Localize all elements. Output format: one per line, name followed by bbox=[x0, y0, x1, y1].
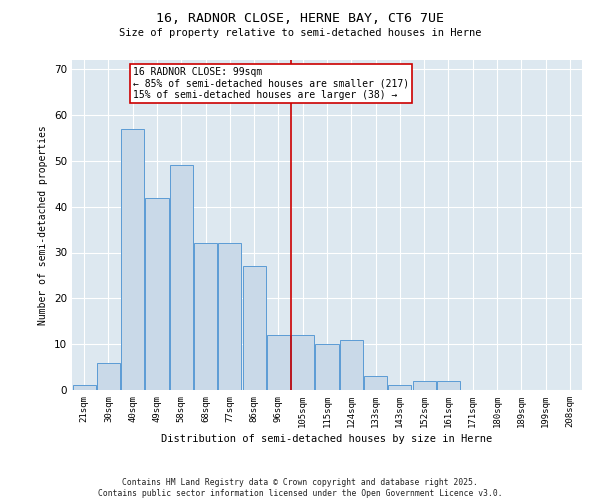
Text: Size of property relative to semi-detached houses in Herne: Size of property relative to semi-detach… bbox=[119, 28, 481, 38]
Bar bbox=[316, 344, 338, 390]
Bar bbox=[267, 335, 290, 390]
Bar bbox=[170, 166, 193, 390]
Bar bbox=[242, 266, 266, 390]
Text: 16 RADNOR CLOSE: 99sqm
← 85% of semi-detached houses are smaller (217)
15% of se: 16 RADNOR CLOSE: 99sqm ← 85% of semi-det… bbox=[133, 67, 409, 100]
Bar bbox=[388, 386, 412, 390]
Text: Contains HM Land Registry data © Crown copyright and database right 2025.
Contai: Contains HM Land Registry data © Crown c… bbox=[98, 478, 502, 498]
X-axis label: Distribution of semi-detached houses by size in Herne: Distribution of semi-detached houses by … bbox=[161, 434, 493, 444]
Bar bbox=[413, 381, 436, 390]
Bar bbox=[194, 244, 217, 390]
Bar bbox=[97, 362, 120, 390]
Bar bbox=[340, 340, 363, 390]
Bar bbox=[218, 244, 241, 390]
Y-axis label: Number of semi-detached properties: Number of semi-detached properties bbox=[38, 125, 49, 325]
Text: 16, RADNOR CLOSE, HERNE BAY, CT6 7UE: 16, RADNOR CLOSE, HERNE BAY, CT6 7UE bbox=[156, 12, 444, 26]
Bar bbox=[437, 381, 460, 390]
Bar bbox=[145, 198, 169, 390]
Bar bbox=[121, 128, 144, 390]
Bar bbox=[73, 386, 95, 390]
Bar bbox=[364, 376, 387, 390]
Bar bbox=[291, 335, 314, 390]
